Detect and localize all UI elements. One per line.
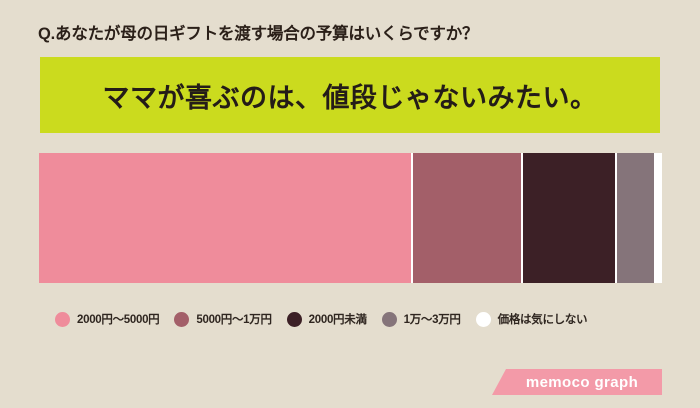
legend-item-label: 5000円～1万円 (196, 314, 272, 326)
legend-swatch-icon (286, 311, 302, 327)
legend-item-label: 価格は気にしない (497, 314, 588, 326)
page-title: Q.あなたが母の日ギフトを渡す場合の予算はいくらですか？ (38, 25, 479, 43)
legend-swatch-icon (475, 311, 491, 327)
bar-segment (523, 153, 617, 283)
legend-item: 1万～3万円 (381, 311, 461, 327)
legend-swatch-icon (55, 311, 70, 327)
legend-item-label: 2000円未満 (308, 314, 367, 326)
legend-swatch-icon (381, 311, 397, 327)
bar-segment (616, 153, 656, 283)
headline-banner: ママが喜ぶのは、値段じゃないみたい。 (40, 57, 660, 133)
bar-segment (655, 153, 662, 283)
brand-badge: memoco graph (492, 369, 662, 395)
chart-legend: 2000円～5000円 5000円～1万円 2000円未満 1万～3万円 価格は気にしな… (55, 306, 655, 332)
legend-item-label: 1万～3万円 (403, 314, 461, 326)
bar-segment (39, 153, 413, 283)
legend-item: 5000円～1万円 (174, 311, 272, 327)
legend-item: 2000円～5000円 (55, 311, 160, 327)
legend-item: 価格は気にしない (475, 311, 588, 327)
legend-item-label: 2000円～5000円 (77, 314, 160, 326)
stacked-bar-chart (39, 153, 662, 283)
bar-segment (412, 153, 524, 283)
brand-badge-label: memoco graph (525, 373, 639, 391)
legend-swatch-icon (174, 311, 190, 327)
headline-text: ママが喜ぶのは、値段じゃないみたい。 (102, 82, 598, 113)
legend-item: 2000円未満 (286, 311, 367, 327)
